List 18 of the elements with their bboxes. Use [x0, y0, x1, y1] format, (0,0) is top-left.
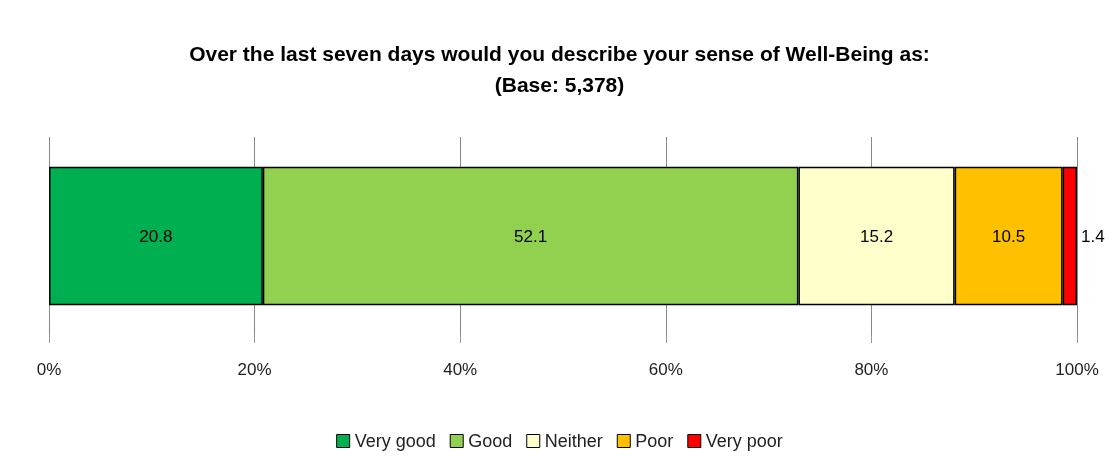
chart-title: Over the last seven days would you describe your sense of Well-Being as:: [189, 42, 930, 65]
x-tick-label: 80%: [854, 360, 889, 379]
data-label: 1.4: [1081, 226, 1105, 246]
data-label: 15.2: [859, 226, 894, 246]
chart-subtitle: (Base: 5,378): [494, 73, 625, 96]
legend-label: Very poor: [705, 431, 783, 451]
data-label: 10.5: [992, 226, 1026, 246]
x-tick-label: 40%: [443, 360, 478, 379]
legend-label: Good: [468, 431, 513, 451]
data-label: 52.1: [514, 226, 548, 246]
legend-label: Poor: [635, 431, 674, 451]
x-tick-label: 60%: [648, 360, 683, 379]
x-tick-label: 20%: [237, 360, 272, 379]
x-tick-label: 100%: [1055, 360, 1099, 379]
legend-label: Very good: [354, 431, 436, 451]
data-label: 20.8: [139, 226, 173, 246]
x-tick-label: 0%: [36, 360, 62, 379]
legend-label: Neither: [544, 431, 603, 451]
